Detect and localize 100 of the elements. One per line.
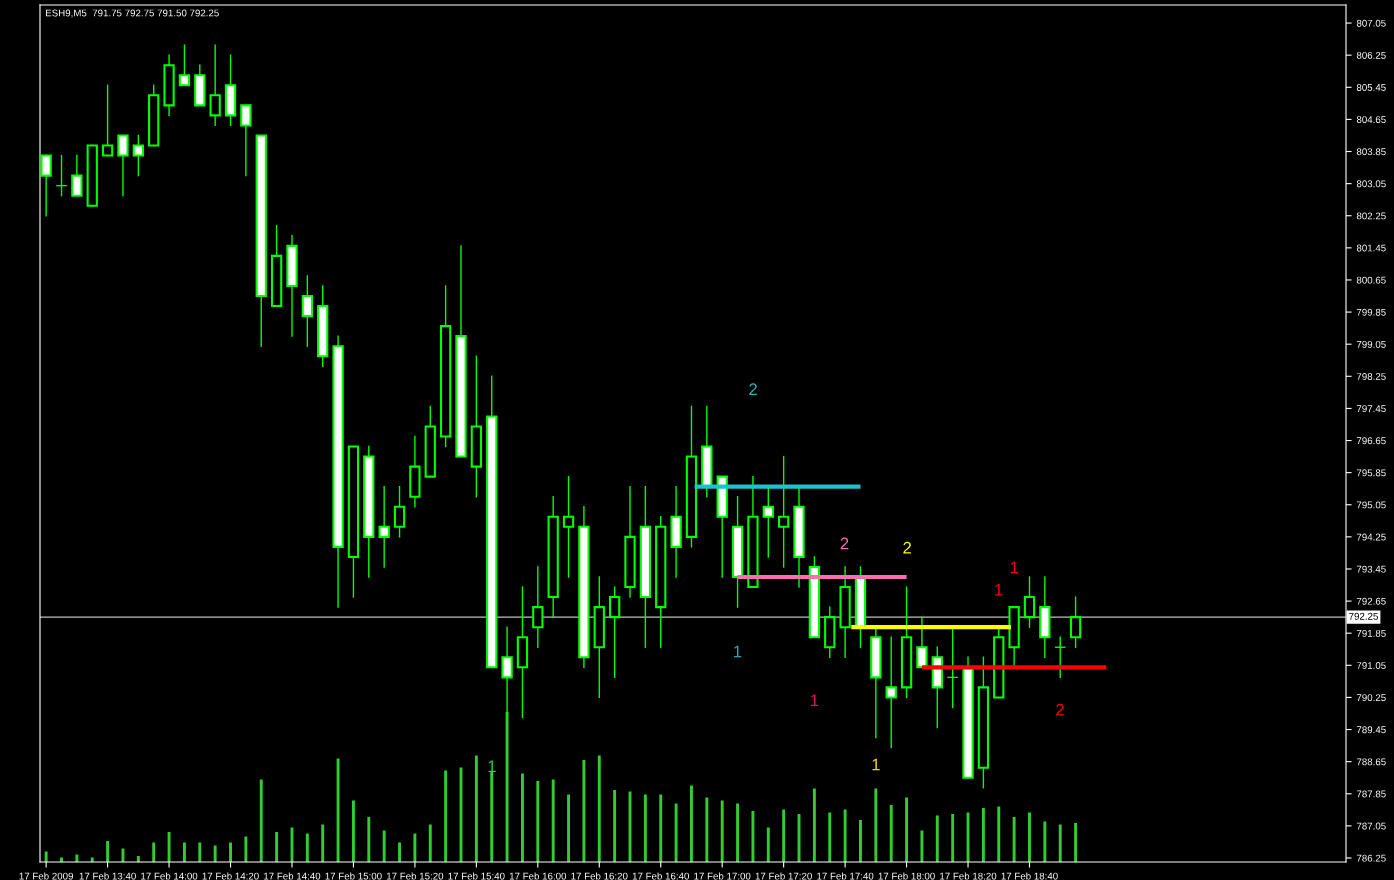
x-tick-label: 17 Feb 14:00 xyxy=(141,872,198,880)
bar xyxy=(336,758,340,862)
bar xyxy=(259,779,263,862)
x-tick-label: 17 Feb 16:40 xyxy=(632,872,690,880)
y-tick-label: 792.65 xyxy=(1356,597,1386,605)
candlestick xyxy=(885,636,897,749)
candlestick xyxy=(163,54,175,117)
y-tick-label: 791.05 xyxy=(1356,662,1386,669)
candlestick xyxy=(516,586,529,719)
bar xyxy=(321,824,325,862)
bar xyxy=(705,797,709,862)
bar xyxy=(1074,823,1078,862)
y-tick-label: 805.45 xyxy=(1356,84,1386,91)
y-tick-label: 804.65 xyxy=(1356,116,1386,124)
x-tick-label: 17 Feb 16:20 xyxy=(571,872,628,880)
bar xyxy=(643,794,647,862)
y-tick-label: 798.25 xyxy=(1356,373,1386,380)
bar xyxy=(198,842,202,862)
x-tick-label: 17 Feb 15:00 xyxy=(325,872,382,880)
x-tick-label: 17 Feb 18:20 xyxy=(940,872,997,880)
candlestick xyxy=(378,485,390,568)
annotation: 1 xyxy=(488,760,496,773)
bar xyxy=(720,800,724,862)
y-tick-label: 801.45 xyxy=(1356,244,1386,252)
annotation: 1 xyxy=(995,584,1003,596)
candlestick xyxy=(870,626,882,739)
bar xyxy=(229,842,232,862)
y-tick-label: 791.85 xyxy=(1356,629,1386,637)
x-tick-label: 17 Feb 13:40 xyxy=(79,872,136,880)
candlestick xyxy=(839,566,851,658)
y-tick-label: 803.85 xyxy=(1356,148,1386,156)
bar xyxy=(859,820,862,862)
x-tick-label: 17 Feb 18:40 xyxy=(1001,872,1058,880)
y-tick-label: 799.85 xyxy=(1356,308,1386,316)
y-tick-label: 800.65 xyxy=(1356,276,1386,284)
y-tick-label: 793.45 xyxy=(1356,565,1386,573)
candlestick xyxy=(547,496,559,618)
bar xyxy=(567,794,571,862)
bar xyxy=(920,830,924,862)
y-tick-label: 787.05 xyxy=(1356,822,1386,830)
y-tick-label: 795.85 xyxy=(1356,469,1386,477)
bar xyxy=(951,814,955,862)
bar xyxy=(659,794,663,862)
candlestick xyxy=(209,44,221,127)
annotation: 2 xyxy=(840,537,849,550)
candlestick xyxy=(301,275,313,347)
bar xyxy=(413,833,417,862)
bar xyxy=(1012,817,1016,862)
y-tick-label: 807.05 xyxy=(1356,19,1386,27)
annotation: 2 xyxy=(1056,703,1064,716)
bar xyxy=(981,808,985,862)
annotation: 2 xyxy=(903,541,911,554)
bar xyxy=(382,830,386,862)
bar xyxy=(751,811,755,862)
annotation: 1 xyxy=(1010,561,1019,574)
bar xyxy=(351,800,355,862)
bar xyxy=(444,770,448,862)
bar xyxy=(812,788,816,862)
x-tick-label: 17 Feb 18:00 xyxy=(878,872,935,880)
y-tick-label: 790.25 xyxy=(1356,694,1386,702)
chart-title: ESH9,M5 791.75 792.75 791.50 792.25 xyxy=(46,9,219,18)
bar xyxy=(520,773,524,862)
candlestick xyxy=(701,405,713,498)
bar xyxy=(490,772,494,862)
candlestick xyxy=(778,455,790,568)
bar xyxy=(613,790,617,862)
bar xyxy=(997,806,1001,862)
bar xyxy=(843,809,847,862)
x-tick-label: 17 Feb 17:00 xyxy=(694,872,751,880)
bar xyxy=(428,824,432,862)
y-tick-label: 799.05 xyxy=(1356,340,1386,348)
candlestick xyxy=(470,355,483,498)
bar xyxy=(582,760,586,862)
bar xyxy=(889,805,893,862)
bar xyxy=(905,797,909,862)
bar xyxy=(1028,812,1031,862)
bar xyxy=(505,712,509,862)
x-tick-label: 17 Feb 14:20 xyxy=(202,872,259,880)
bar xyxy=(690,785,693,862)
annotation: 1 xyxy=(734,645,742,658)
bar xyxy=(305,833,309,862)
candlestick xyxy=(624,485,636,598)
bar xyxy=(766,827,770,862)
bar xyxy=(782,809,786,862)
bar xyxy=(828,812,832,862)
bar xyxy=(152,842,156,862)
x-tick-label: 17 Feb 16:00 xyxy=(509,872,567,880)
x-tick-label: 17 Feb 17:20 xyxy=(755,872,812,880)
bar xyxy=(182,842,186,862)
bar xyxy=(536,781,540,862)
bar xyxy=(106,841,110,862)
bar xyxy=(551,779,555,862)
bar xyxy=(398,842,401,862)
y-tick-label: 803.05 xyxy=(1356,180,1386,188)
bar xyxy=(213,845,217,862)
annotation: 2 xyxy=(749,383,757,395)
candlestick xyxy=(532,566,544,648)
x-tick-label: 17 Feb 15:20 xyxy=(386,872,444,880)
y-tick-label: 796.65 xyxy=(1356,437,1386,445)
bar xyxy=(674,803,678,862)
